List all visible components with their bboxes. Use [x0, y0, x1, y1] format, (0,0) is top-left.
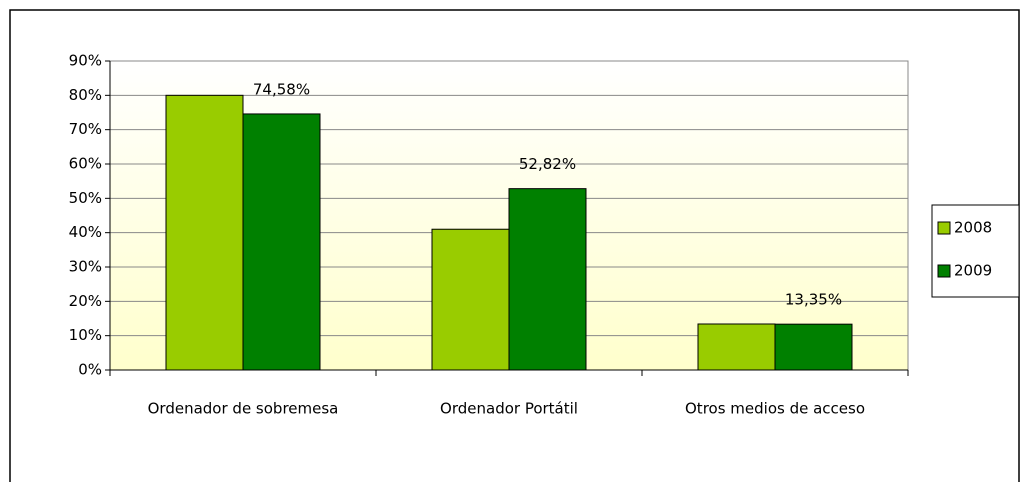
bar — [508, 188, 587, 371]
legend-swatch — [937, 264, 951, 278]
legend-swatch — [937, 221, 951, 235]
y-tick-label: 40% — [69, 223, 102, 241]
x-tick-label: Ordenador Portátil — [440, 400, 578, 418]
legend-box — [931, 204, 1020, 298]
legend-label: 2009 — [954, 262, 992, 280]
y-tick-label: 70% — [69, 120, 102, 138]
data-label: 13,35% — [785, 291, 842, 309]
data-label: 74,58% — [253, 80, 310, 98]
bar — [774, 323, 853, 371]
bar — [242, 113, 321, 371]
x-tick-label: Otros medios de acceso — [685, 400, 865, 418]
y-tick-label: 80% — [69, 86, 102, 104]
data-label: 52,82% — [519, 155, 576, 173]
y-tick-label: 30% — [69, 258, 102, 276]
x-tick-label: Ordenador de sobremesa — [148, 400, 339, 418]
bar — [165, 94, 244, 371]
y-tick-label: 20% — [69, 292, 102, 310]
bar — [431, 228, 510, 371]
y-tick-label: 0% — [78, 361, 102, 379]
y-tick-label: 10% — [69, 326, 102, 344]
bar — [697, 323, 776, 371]
y-tick-label: 90% — [69, 52, 102, 70]
y-tick-label: 50% — [69, 189, 102, 207]
legend-label: 2008 — [954, 219, 992, 237]
y-tick-label: 60% — [69, 155, 102, 173]
